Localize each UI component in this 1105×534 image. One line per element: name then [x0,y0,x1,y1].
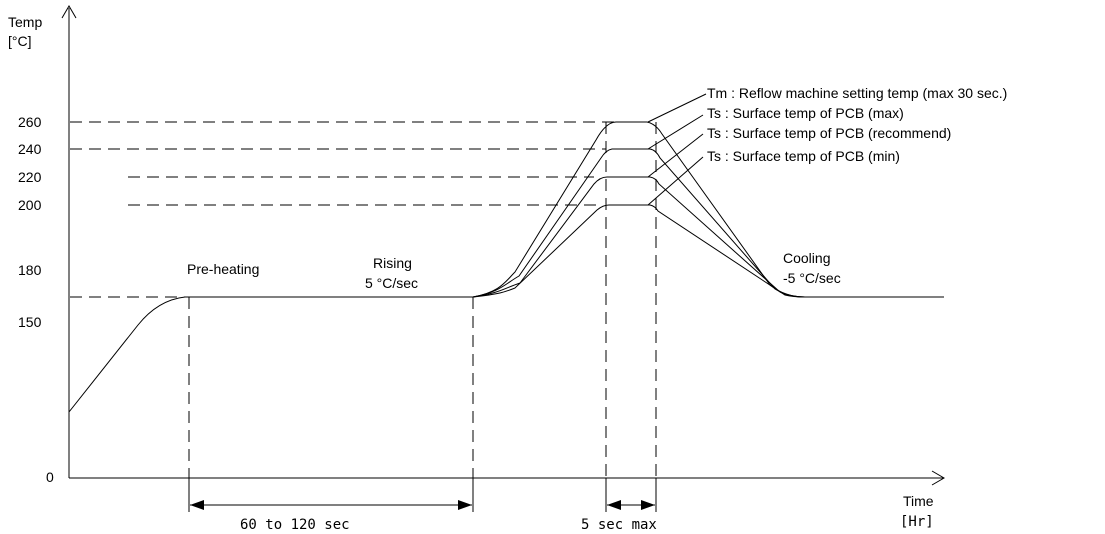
leader-ts-rec [647,133,704,178]
y-tick-150: 150 [18,314,42,330]
peak-duration-label: 5 sec max [581,517,657,533]
arrowhead-right [458,500,472,510]
legend-ts-min: Ts : Surface temp of PCB (min) [707,148,900,164]
y-axis-title: Temp [8,14,42,30]
leader-tm [647,93,707,123]
legend-tm: Tm : Reflow machine setting temp (max 30… [707,85,1007,101]
y-tick-220: 220 [18,169,42,185]
cooling-rate-label: -5 °C/sec [783,270,841,286]
rising-label: Rising [373,255,412,271]
y-tick-260: 260 [18,114,42,130]
leader-ts-max [647,114,704,150]
cooling-label: Cooling [783,250,830,266]
profile-curve-220 [472,176,806,298]
y-tick-180: 180 [18,262,42,278]
arrowhead-right [641,500,655,510]
y-tick-240: 240 [18,141,42,157]
preheat-duration-label: 60 to 120 sec [240,517,350,533]
y-axis-arrow [61,5,77,19]
x-axis-title: Time [903,493,934,509]
leader-ts-min [647,156,704,206]
y-axis-unit: [°C] [8,33,32,49]
y-tick-200: 200 [18,197,42,213]
rising-rate-label: 5 °C/sec [365,275,418,291]
x-axis-arrow [931,470,945,486]
arrowhead-left [190,500,204,510]
preheat-curve [68,296,473,413]
y-tick-0: 0 [46,469,54,485]
preheat-label: Pre-heating [187,261,259,277]
legend-ts-max: Ts : Surface temp of PCB (max) [707,105,904,121]
legend-ts-recommend: Ts : Surface temp of PCB (recommend) [707,125,951,141]
profile-curve-200 [472,204,806,298]
x-axis-unit: [Hr] [900,514,934,530]
arrowhead-left [607,500,621,510]
